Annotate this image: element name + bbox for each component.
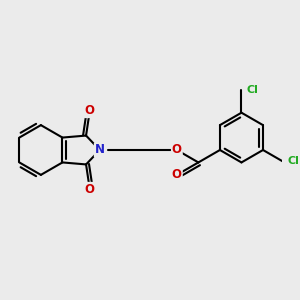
Text: O: O bbox=[172, 143, 182, 157]
Text: O: O bbox=[172, 168, 182, 182]
Text: O: O bbox=[85, 104, 95, 117]
Text: N: N bbox=[95, 143, 105, 157]
Text: Cl: Cl bbox=[288, 156, 299, 166]
Text: Cl: Cl bbox=[247, 85, 259, 95]
Text: O: O bbox=[85, 183, 95, 196]
